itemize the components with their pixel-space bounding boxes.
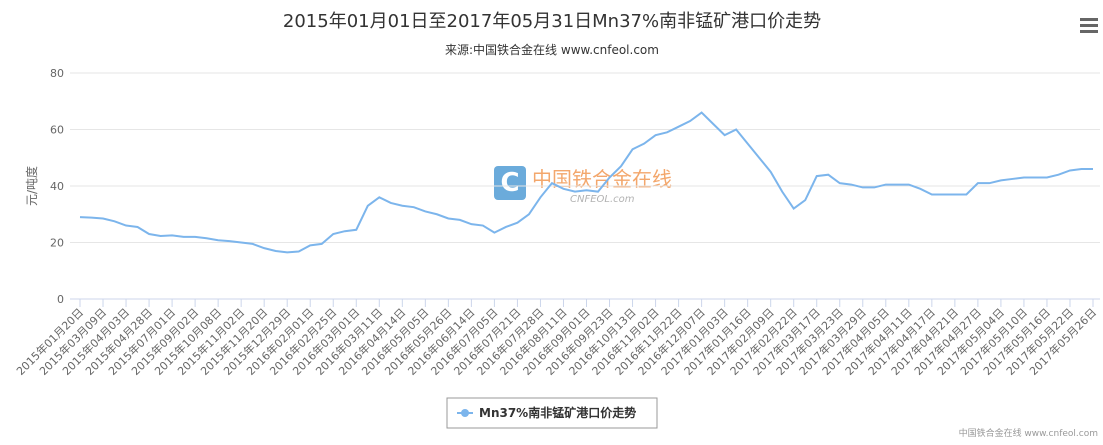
legend-box[interactable]	[446, 397, 658, 429]
chart-subtitle: 来源:中国铁合金在线 www.cnfeol.com	[445, 42, 659, 57]
y-axis-label: 元/吨度	[24, 166, 39, 206]
legend-label[interactable]: Mn37%南非锰矿港口价走势	[479, 405, 636, 420]
watermark-logo-letter: C	[500, 168, 519, 198]
credits: 中国铁合金在线 www.cnfeol.com	[959, 427, 1098, 439]
menu-button[interactable]	[1080, 18, 1098, 33]
watermark-logo	[494, 166, 526, 200]
chart-title: 2015年01月01日至2017年05月31日Mn37%南非锰矿港口价走势	[283, 11, 821, 32]
line-series	[79, 111, 1093, 254]
legend[interactable]: Mn37%南非锰矿港口价走势	[446, 397, 658, 429]
y-tick-label: 20	[50, 237, 64, 250]
y-tick-label: 60	[50, 124, 64, 137]
y-tick-label: 0	[57, 293, 64, 306]
menu-bar[interactable]	[1080, 30, 1098, 33]
menu-bar[interactable]	[1080, 24, 1098, 27]
y-tick-label: 40	[50, 180, 64, 193]
menu-bar[interactable]	[1080, 18, 1098, 21]
y-tick-label: 80	[50, 67, 64, 80]
legend-symbol[interactable]	[461, 409, 469, 417]
watermark-en: CNFEOL.com	[570, 194, 635, 205]
